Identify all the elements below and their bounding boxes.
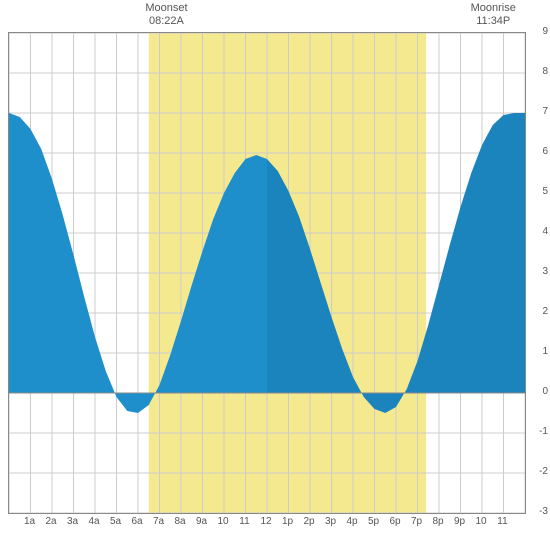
moonrise-label: Moonrise 11:34P <box>463 2 523 28</box>
x-tick-label: 7p <box>407 516 427 527</box>
x-tick-label: 11 <box>493 516 513 527</box>
x-tick-label: 3a <box>63 516 83 527</box>
y-tick-label: -2 <box>528 466 548 477</box>
x-tick-label: 10 <box>471 516 491 527</box>
y-tick-label: 5 <box>528 186 548 197</box>
x-tick-label: 11 <box>235 516 255 527</box>
x-tick-label: 2p <box>299 516 319 527</box>
x-tick-label: 9a <box>192 516 212 527</box>
moonrise-time: 11:34P <box>476 15 510 27</box>
y-tick-label: 0 <box>528 386 548 397</box>
y-tick-label: 7 <box>528 106 548 117</box>
x-tick-label: 9p <box>450 516 470 527</box>
x-tick-label: 6p <box>385 516 405 527</box>
y-tick-label: 2 <box>528 306 548 317</box>
y-tick-label: 8 <box>528 66 548 77</box>
tide-chart: Moonset 08:22A Moonrise 11:34P -3-2-1012… <box>0 0 550 550</box>
x-tick-label: 5a <box>106 516 126 527</box>
x-tick-label: 2a <box>41 516 61 527</box>
x-tick-label: 4a <box>84 516 104 527</box>
moonset-label: Moonset 08:22A <box>136 2 196 28</box>
y-tick-label: 6 <box>528 146 548 157</box>
x-tick-label: 3p <box>321 516 341 527</box>
x-tick-label: 1p <box>278 516 298 527</box>
x-tick-label: 7a <box>149 516 169 527</box>
y-tick-label: -3 <box>528 506 548 517</box>
moonrise-title: Moonrise <box>471 2 516 14</box>
x-tick-label: 8p <box>428 516 448 527</box>
y-tick-label: -1 <box>528 426 548 437</box>
x-tick-label: 1a <box>20 516 40 527</box>
y-tick-label: 9 <box>528 26 548 37</box>
plot-area <box>8 32 526 514</box>
moonset-title: Moonset <box>145 2 187 14</box>
x-tick-label: 5p <box>364 516 384 527</box>
y-tick-label: 3 <box>528 266 548 277</box>
x-tick-label: 12 <box>256 516 276 527</box>
x-tick-label: 6a <box>127 516 147 527</box>
y-tick-label: 1 <box>528 346 548 357</box>
y-tick-label: 4 <box>528 226 548 237</box>
x-tick-label: 8a <box>170 516 190 527</box>
x-tick-label: 4p <box>342 516 362 527</box>
x-tick-label: 10 <box>213 516 233 527</box>
moonset-time: 08:22A <box>149 15 184 27</box>
